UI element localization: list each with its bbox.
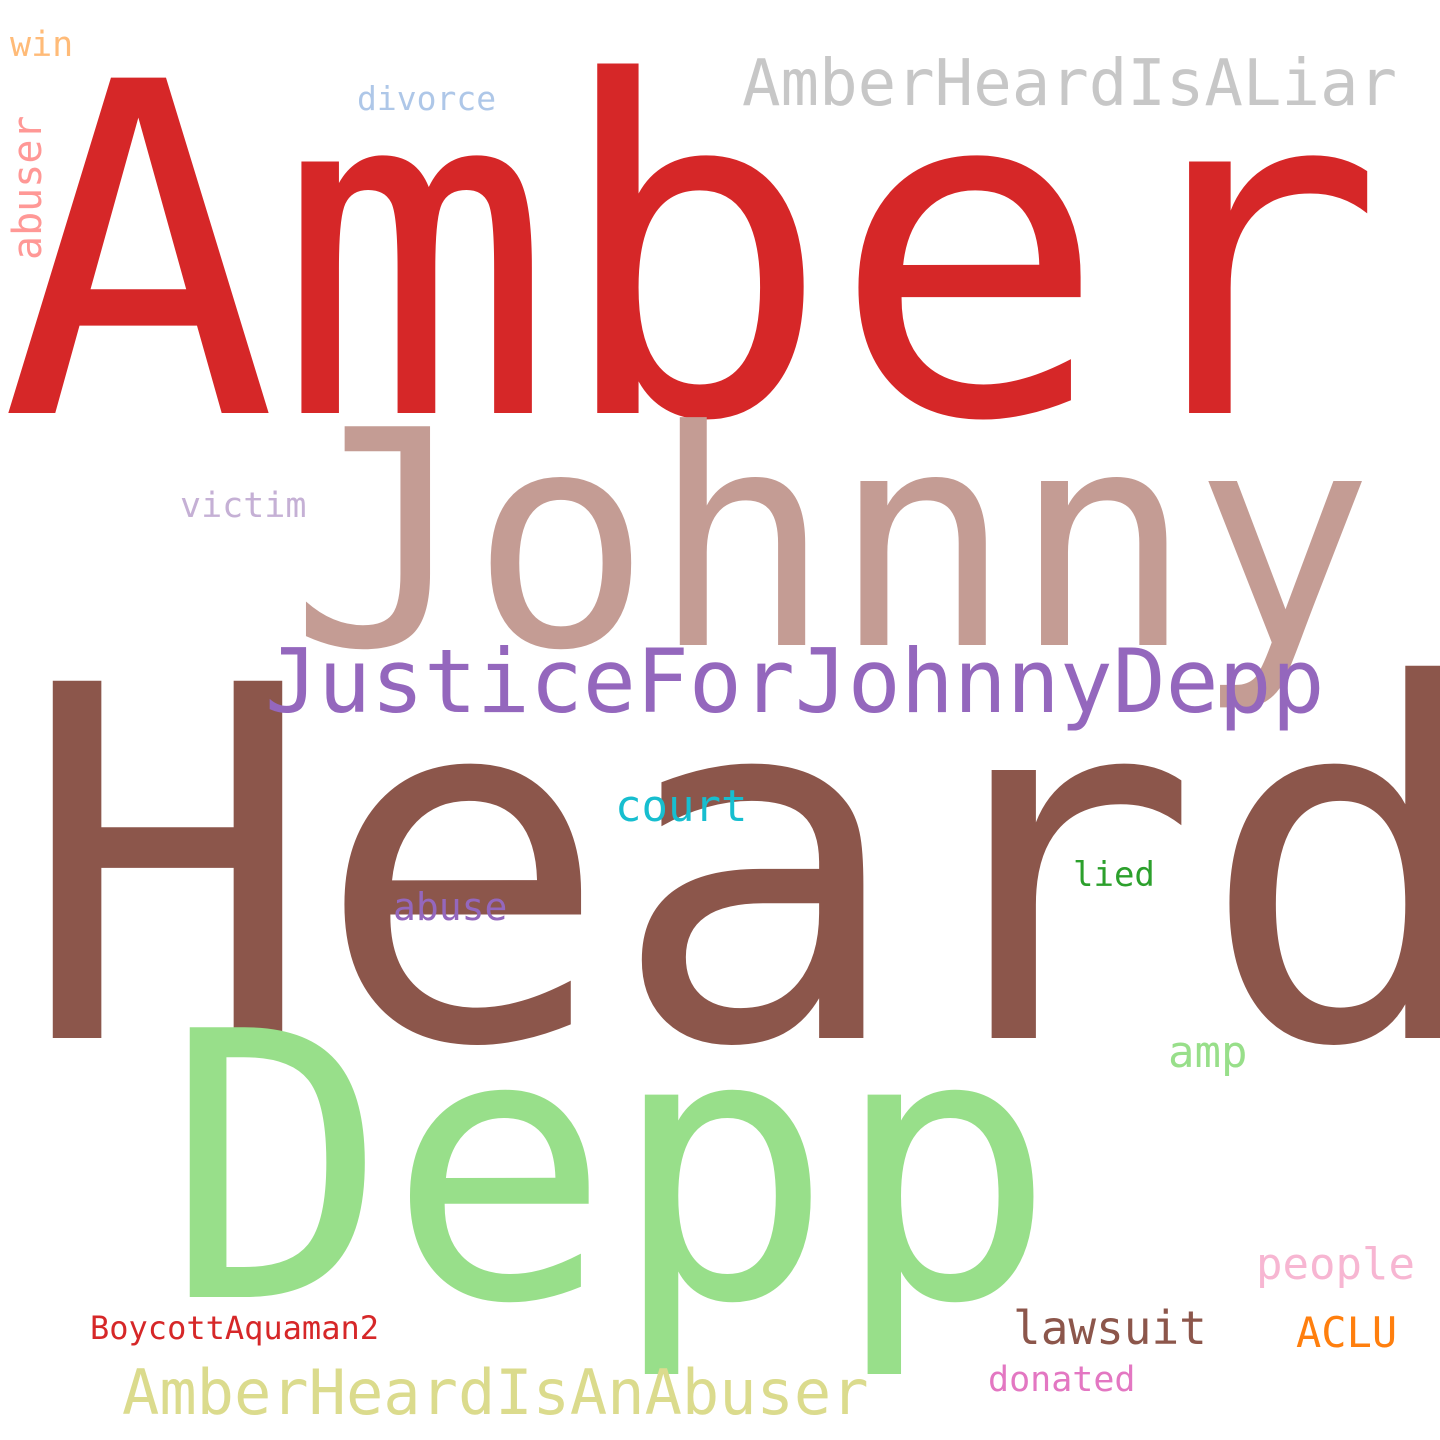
- word-abuser: abuser: [5, 115, 51, 261]
- word-aclu: ACLU: [1296, 1308, 1398, 1357]
- word-amp: amp: [1168, 1027, 1248, 1078]
- word-liar: AmberHeardIsALiar: [742, 47, 1398, 121]
- word-abuser-tag: AmberHeardIsAnAbuser: [122, 1356, 869, 1429]
- word-donated: donated: [988, 1360, 1136, 1400]
- word-depp: Depp: [165, 955, 1057, 1385]
- word-people: people: [1256, 1239, 1415, 1290]
- word-victim: victim: [180, 486, 307, 526]
- word-lied: lied: [1073, 855, 1155, 895]
- word-abuse: abuse: [393, 885, 508, 929]
- word-boycott: BoycottAquaman2: [90, 1309, 379, 1347]
- word-court: court: [615, 781, 748, 832]
- word-amber: Amber: [0, 0, 1385, 522]
- word-divorce: divorce: [357, 79, 497, 118]
- word-win: win: [10, 25, 74, 65]
- word-lawsuit: lawsuit: [1013, 1301, 1207, 1355]
- word-justicefor: JusticeForJohnnyDepp: [265, 630, 1325, 733]
- word-heard: Heard: [20, 583, 1440, 1154]
- word-johnny: Johnny: [290, 367, 1374, 716]
